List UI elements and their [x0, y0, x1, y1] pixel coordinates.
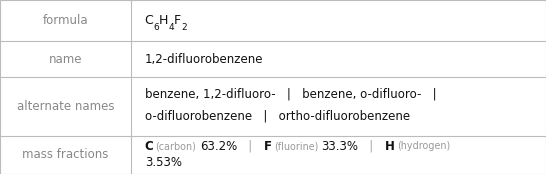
Text: |: |	[358, 140, 385, 153]
Text: name: name	[49, 53, 82, 66]
Text: 63.2%: 63.2%	[200, 140, 237, 153]
Text: formula: formula	[43, 14, 88, 27]
Text: benzene, 1,2-difluoro-   |   benzene, o-difluoro-   |: benzene, 1,2-difluoro- | benzene, o-difl…	[145, 87, 436, 100]
Text: 3.53%: 3.53%	[145, 156, 182, 169]
Text: o-difluorobenzene   |   ortho-difluorobenzene: o-difluorobenzene | ortho-difluorobenzen…	[145, 110, 410, 123]
Text: |: |	[237, 140, 264, 153]
Text: (carbon): (carbon)	[156, 141, 197, 151]
Text: (fluorine): (fluorine)	[274, 141, 318, 151]
Text: 6: 6	[153, 23, 159, 32]
Text: 2: 2	[181, 23, 187, 32]
Text: 33.3%: 33.3%	[322, 140, 358, 153]
Text: F: F	[174, 14, 181, 27]
Text: 1,2-difluorobenzene: 1,2-difluorobenzene	[145, 53, 263, 66]
Text: alternate names: alternate names	[17, 100, 114, 113]
Text: C: C	[145, 14, 153, 27]
Text: mass fractions: mass fractions	[22, 148, 109, 161]
Text: H: H	[385, 140, 395, 153]
Text: (hydrogen): (hydrogen)	[397, 141, 450, 151]
Text: C: C	[145, 140, 153, 153]
Text: H: H	[159, 14, 169, 27]
Text: F: F	[264, 140, 271, 153]
Text: 4: 4	[169, 23, 174, 32]
